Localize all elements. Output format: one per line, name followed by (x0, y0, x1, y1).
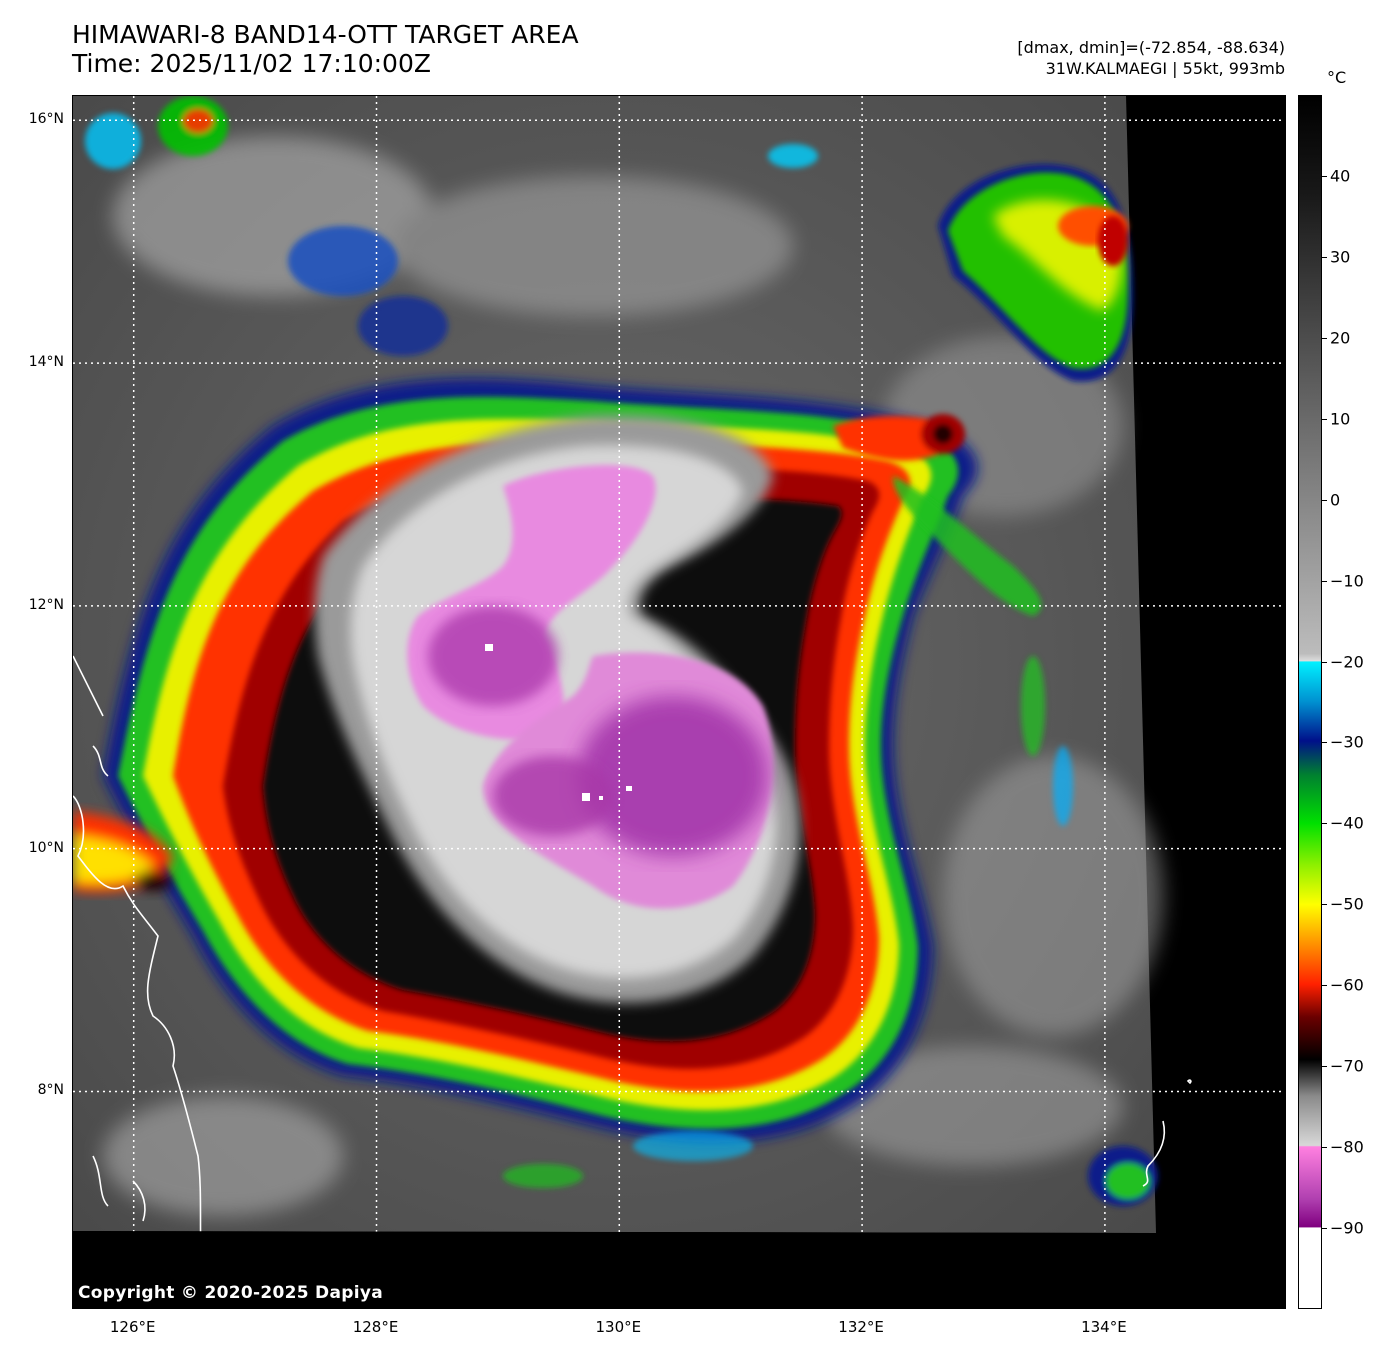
longitude-label: 128°E (352, 1318, 399, 1336)
colorbar-tick-label: 20 (1330, 328, 1351, 348)
coldest-cloud-tops (407, 465, 773, 909)
colorbar-tick (1322, 661, 1327, 663)
colorbar-tick (1322, 985, 1327, 987)
colorbar-tick-label: −70 (1330, 1056, 1364, 1076)
title-line-1: HIMAWARI-8 BAND14-OTT TARGET AREA (72, 20, 579, 49)
colorbar-tick (1322, 1066, 1327, 1068)
colorbar-tick (1322, 418, 1327, 420)
colorbar-tick-label: −90 (1330, 1218, 1364, 1238)
colorbar-tick-label: 40 (1330, 166, 1351, 186)
graticule (73, 96, 1285, 1308)
colorbar-tick (1322, 823, 1327, 825)
latitude-label: 14°N (28, 354, 64, 371)
southern-convection (503, 1131, 1158, 1206)
eastern-feeder-band (833, 414, 1073, 826)
dmax-dmin-text: [dmax, dmin]=(-72.854, -88.634) (1017, 38, 1285, 57)
colorbar-tick-label: −20 (1330, 652, 1364, 672)
colorbar-tick (1322, 1228, 1327, 1230)
longitude-label: 130°E (595, 1318, 642, 1336)
northern-convection (85, 96, 818, 356)
colorbar-tick-label: 0 (1330, 490, 1341, 510)
colorbar-unit: °C (1327, 68, 1347, 87)
colorbar-tick-label: −10 (1330, 571, 1364, 591)
chart-title: HIMAWARI-8 BAND14-OTT TARGET AREA Time: … (72, 20, 579, 78)
latitude-label: 10°N (28, 839, 64, 856)
latitude-label: 12°N (28, 596, 64, 613)
longitude-label: 134°E (1081, 1318, 1127, 1336)
longitude-label: 132°E (838, 1318, 884, 1336)
colorbar-tick-label: −40 (1330, 813, 1364, 833)
colorbar-tick (1322, 742, 1327, 744)
storm-meta: [dmax, dmin]=(-72.854, -88.634) 31W.KALM… (1017, 37, 1285, 79)
satellite-map: Copyright © 2020-2025 Dapiya (72, 95, 1286, 1309)
colorbar-tick-label: −30 (1330, 732, 1364, 752)
latitude-label: 8°N (37, 1082, 64, 1099)
colorbar-tick (1322, 580, 1327, 582)
colorbar-tick (1322, 256, 1327, 258)
northeast-cluster (938, 164, 1133, 382)
satellite-imagery (73, 96, 1285, 1308)
title-line-2: Time: 2025/11/02 17:10:00Z (72, 49, 431, 78)
colorbar-tick (1322, 175, 1327, 177)
colorbar-tick-label: −50 (1330, 894, 1364, 914)
no-data-region (73, 1231, 1285, 1308)
colorbar-tick-label: 10 (1330, 409, 1351, 429)
colorbar-tick-label: 30 (1330, 247, 1351, 267)
colorbar-tick-label: −80 (1330, 1137, 1364, 1157)
colorbar-tick-label: −60 (1330, 975, 1364, 995)
copyright-text: Copyright © 2020-2025 Dapiya (78, 1283, 383, 1303)
colorbar-tick (1322, 1147, 1327, 1149)
longitude-label: 126°E (109, 1318, 156, 1336)
colorbar (1298, 95, 1322, 1309)
latitude-label: 16°N (28, 111, 64, 128)
colorbar-tick (1322, 337, 1327, 339)
colorbar-tick (1322, 499, 1327, 501)
storm-info-text: 31W.KALMAEGI | 55kt, 993mb (1045, 59, 1285, 78)
colorbar-tick (1322, 904, 1327, 906)
